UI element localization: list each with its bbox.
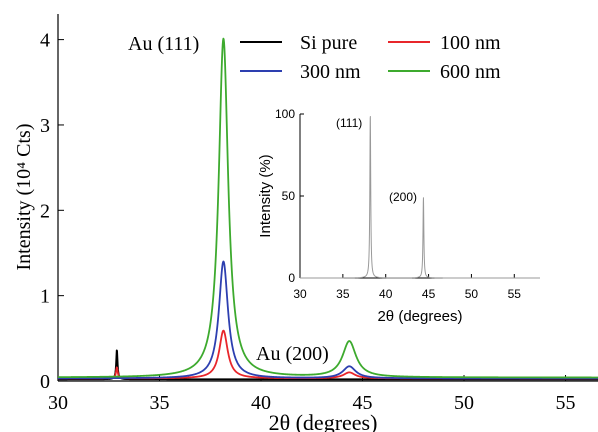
x-tick-label: 40 [379,287,393,301]
x-tick-label: 30 [293,287,307,301]
series-line-2 [57,260,598,380]
inset-x-axis-title: 2θ (degrees) [377,308,462,325]
legend-label-600nm: 600 nm [440,61,501,83]
x-tick-label: 45 [353,392,373,414]
y-tick-label: 3 [40,115,50,137]
legend-label-300nm: 300 nm [300,61,361,83]
x-tick-label: 50 [465,287,479,301]
y-tick-label: 0 [288,271,295,285]
main-y-ticks: 0 1 2 3 4 [40,30,64,393]
main-x-axis-title: 2θ (degrees) [269,410,378,432]
main-x-ticks: 30 35 40 45 50 55 [48,375,576,414]
series-line-0 [299,116,541,279]
x-tick-label: 40 [251,392,271,414]
x-tick-label: 35 [150,392,170,414]
y-tick-label: 2 [40,200,50,222]
series-line-3 [57,37,598,379]
inset-y-ticks: 0 50 100 [275,107,304,285]
legend: Si pure 100 nm 300 nm 600 nm [240,32,501,83]
legend-label-si-pure: Si pure [300,32,357,54]
x-tick-label: 35 [336,287,350,301]
x-tick-label: 55 [556,392,576,414]
y-tick-label: 100 [275,107,295,121]
x-tick-label: 30 [48,392,68,414]
inset-plot: 30 35 40 45 50 55 0 50 100 (111) (200) 2θ (degr… [257,107,541,325]
main-series-lines [57,37,598,381]
main-plot-area: 30 35 40 45 50 55 0 1 2 3 4 [40,14,598,414]
x-tick-label: 50 [454,392,474,414]
x-tick-label: 45 [422,287,436,301]
inset-y-axis-title: Intensity (%) [257,154,274,237]
y-tick-label: 1 [40,286,50,308]
legend-label-100nm: 100 nm [440,32,501,54]
inset-series-lines [299,116,541,279]
annotation-au-111: Au (111) [128,33,199,55]
inset-background [300,114,540,278]
inset-x-ticks: 30 35 40 45 50 55 [293,274,521,301]
x-tick-label: 55 [508,287,522,301]
y-tick-label: 0 [40,371,50,393]
annotation-au-200: Au (200) [256,343,329,365]
y-tick-label: 50 [282,189,296,203]
inset-annotation-200: (200) [389,190,417,204]
main-y-axis-title: Intensity (10⁴ Cts) [13,124,35,271]
y-tick-label: 4 [40,30,50,52]
inset-annotation-111: (111) [336,116,362,130]
